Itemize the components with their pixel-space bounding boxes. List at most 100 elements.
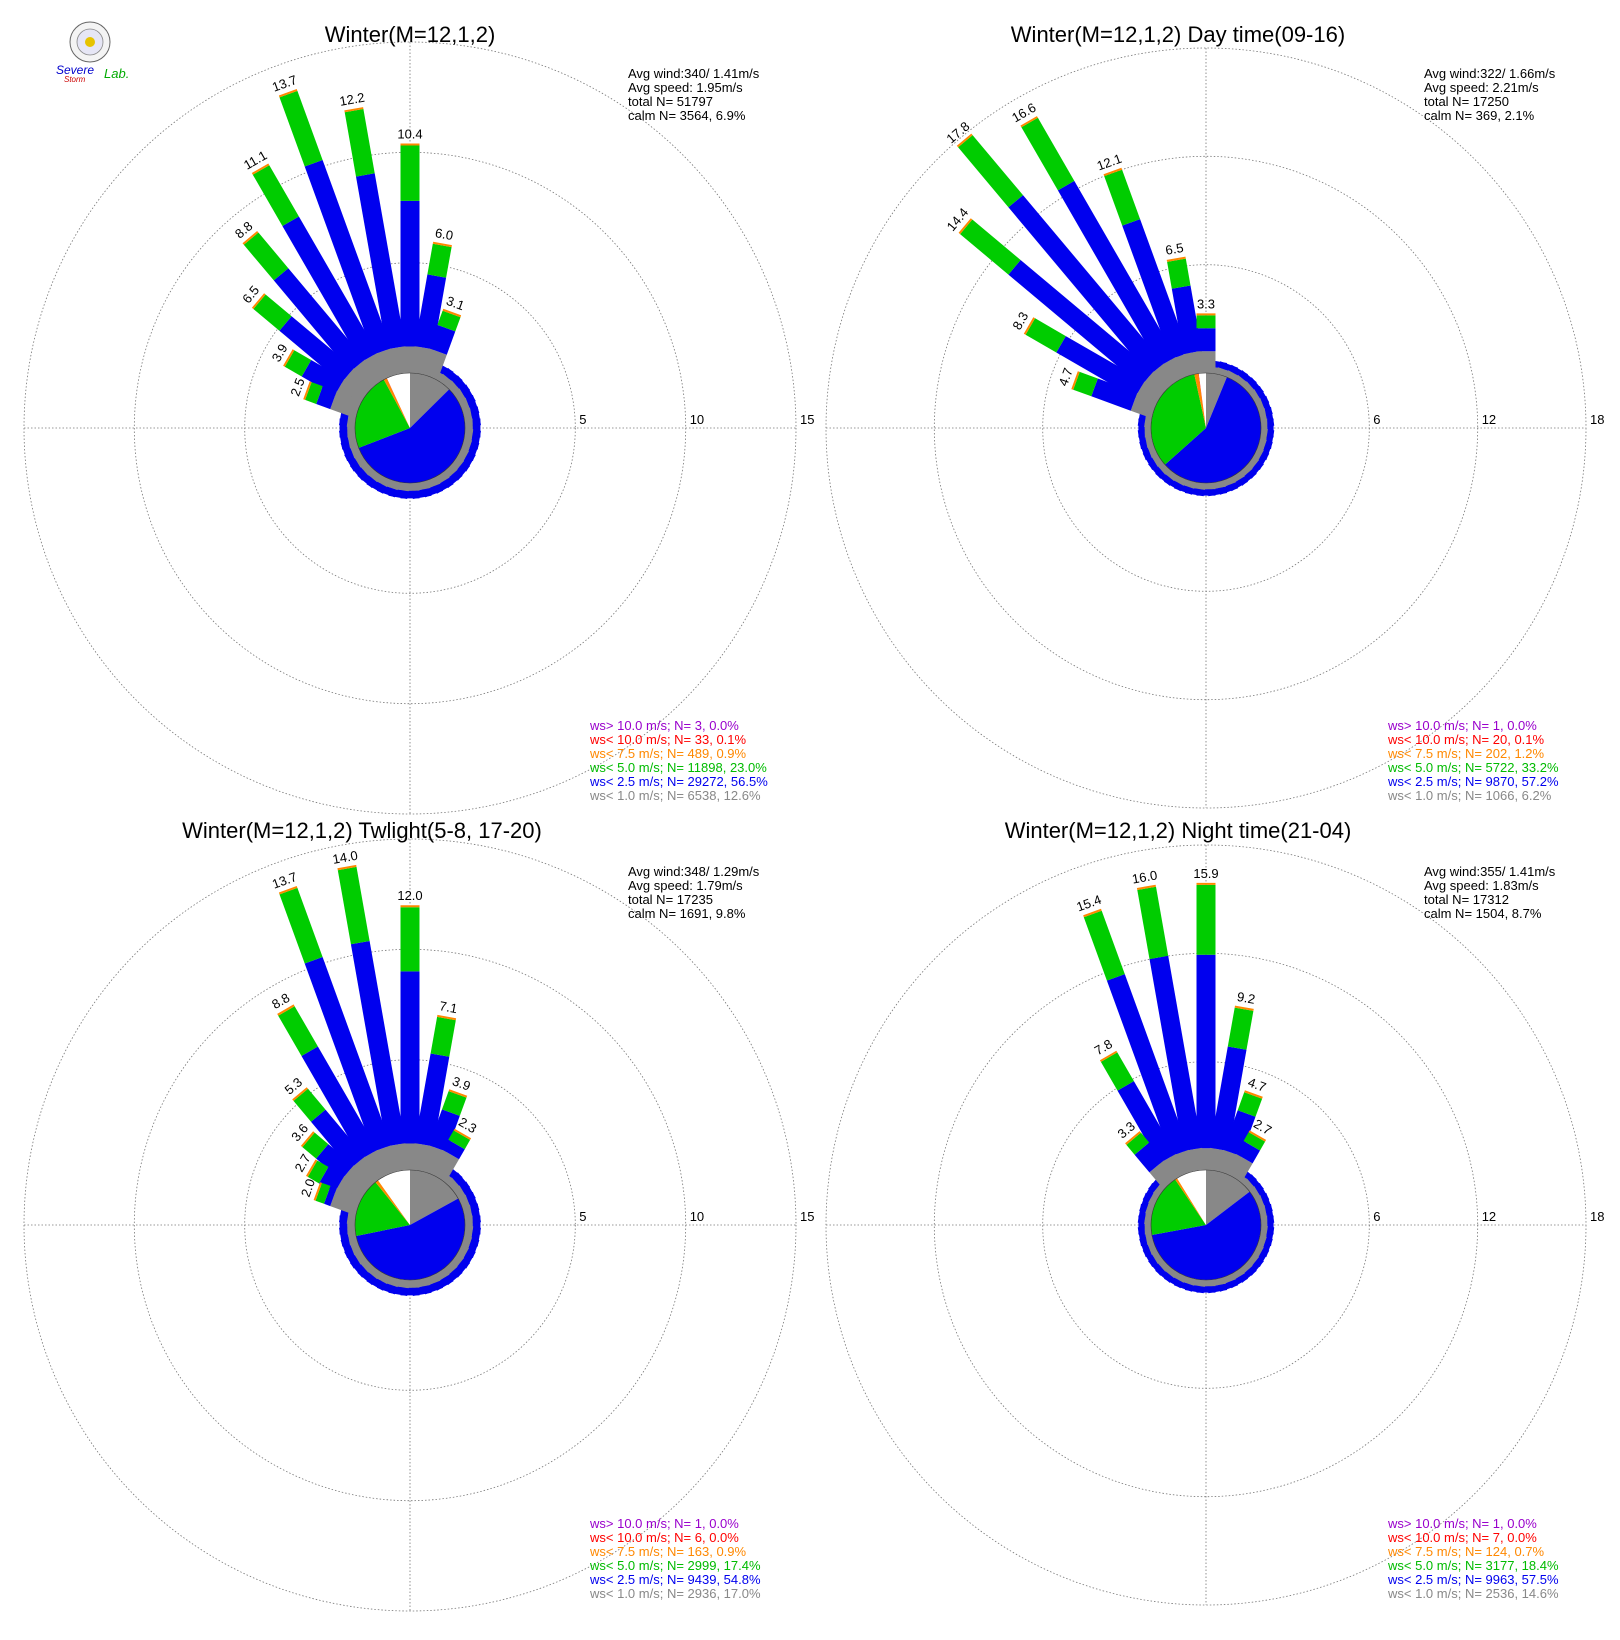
- sector-bar-blue: [400, 971, 420, 1144]
- legend-entry: ws< 1.0 m/s; N= 6538, 12.6%: [589, 788, 761, 803]
- sector-value-label: 12.2: [338, 90, 366, 109]
- sector-bar-orange: [1125, 1131, 1141, 1145]
- panel-stat-line: Avg wind:355/ 1.41m/s: [1424, 864, 1556, 879]
- calm-pie-slice-white: [378, 1170, 410, 1225]
- sector-bar-gray: [361, 1149, 391, 1183]
- legend-entry: ws< 5.0 m/s; N= 11898, 23.0%: [589, 760, 767, 775]
- sector-bar-green: [1126, 1132, 1150, 1155]
- sector-bar-blue: [350, 941, 406, 1147]
- calm-pie-slice-green: [1151, 374, 1206, 465]
- sector-bar-gray: [1225, 1153, 1253, 1183]
- sector-bar-blue: [1056, 336, 1145, 398]
- legend-entry: ws< 10.0 m/s; N= 33, 0.1%: [589, 732, 747, 747]
- ring-tick-label: 10: [690, 1209, 704, 1224]
- ring-tick-label: 6: [1373, 1209, 1380, 1224]
- sector-bar-blue: [273, 268, 365, 372]
- sector-bar-gray: [1149, 363, 1178, 392]
- sector-bar-orange: [1196, 313, 1216, 316]
- sector-bar-blue: [301, 360, 345, 396]
- panel-title: Winter(M=12,1,2) Day time(09-16): [1011, 22, 1345, 47]
- legend-entry: ws< 10.0 m/s; N= 20, 0.1%: [1387, 732, 1545, 747]
- sector-bar-orange: [1244, 1090, 1263, 1099]
- sector-bar-orange: [1071, 371, 1080, 390]
- sector-bar-green: [1167, 258, 1191, 289]
- legend-entry: ws< 2.5 m/s; N= 9963, 57.5%: [1387, 1572, 1559, 1587]
- sector-bar-green: [442, 1091, 467, 1116]
- sector-value-label: 15.9: [1193, 866, 1218, 881]
- panel-stat-line: Avg speed: 1.79m/s: [628, 878, 743, 893]
- panel-stat-line: calm N= 1504, 8.7%: [1424, 906, 1542, 921]
- sector-bar-green: [305, 382, 323, 404]
- sector-value-label: 3.9: [450, 1073, 472, 1093]
- sector-bar-green: [1073, 371, 1098, 397]
- legend-entry: ws< 1.0 m/s; N= 2536, 14.6%: [1387, 1586, 1559, 1601]
- sector-bar-orange: [278, 886, 298, 895]
- ring-tick-label: 5: [579, 412, 586, 427]
- calm-pie-slice-white: [1198, 373, 1206, 428]
- calm-pie-outline: [354, 1169, 466, 1281]
- sector-bar-gray: [330, 391, 362, 419]
- legend-entry: ws< 1.0 m/s; N= 2936, 17.0%: [589, 1586, 761, 1601]
- sector-bar-green: [427, 243, 452, 278]
- ring-tick-label: 5: [579, 1209, 586, 1224]
- legend-entry: ws> 10.0 m/s; N= 1, 0.0%: [1387, 718, 1537, 733]
- calm-pie-slice-orange: [375, 1180, 410, 1225]
- sector-bar-blue: [442, 1139, 465, 1160]
- panel-title: Winter(M=12,1,2): [325, 22, 496, 47]
- sector-bar-green: [960, 219, 1021, 275]
- sector-bar-blue: [1196, 328, 1216, 352]
- panel-title: Winter(M=12,1,2) Night time(21-04): [1005, 818, 1352, 843]
- sector-bar-green: [344, 109, 375, 177]
- panel-title: Winter(M=12,1,2) Twlight(5-8, 17-20): [182, 818, 542, 843]
- calm-pie-slice-gray: [1206, 1170, 1250, 1225]
- calm-pie-outline: [1150, 1169, 1262, 1281]
- panel-stat-line: calm N= 3564, 6.9%: [628, 108, 746, 123]
- sector-value-label: 4.7: [1246, 1074, 1268, 1094]
- panel-stat-line: Avg wind:340/ 1.41m/s: [628, 66, 760, 81]
- sector-bar-orange: [1020, 116, 1038, 128]
- panel-stat-line: Avg speed: 2.21m/s: [1424, 80, 1539, 95]
- sector-value-label: 6.5: [1164, 240, 1184, 258]
- sector-bar-green: [307, 1160, 329, 1184]
- sector-bar-blue: [1106, 974, 1189, 1157]
- panel-stat-line: Avg wind:348/ 1.29m/s: [628, 864, 760, 879]
- sector-bar-orange: [1023, 317, 1036, 335]
- sector-bar-green: [279, 90, 323, 167]
- calm-pie-slice-gray: [410, 373, 450, 428]
- panel-stat-line: calm N= 369, 2.1%: [1424, 108, 1535, 123]
- sector-bar-blue: [428, 324, 456, 355]
- sector-bar-orange: [453, 1128, 472, 1140]
- calm-pie-slice-white: [1177, 1170, 1206, 1225]
- sector-bar-orange: [437, 1014, 457, 1021]
- legend-entry: ws< 7.5 m/s; N= 163, 0.9%: [589, 1544, 747, 1559]
- sector-bar-green: [1196, 315, 1216, 329]
- sector-bar-green: [1243, 1132, 1266, 1151]
- calm-pie-slice-orange: [383, 378, 410, 428]
- calm-pie-outline: [1150, 372, 1262, 484]
- sector-bar-green: [1137, 886, 1169, 960]
- sector-bar-gray: [330, 1188, 362, 1216]
- sector-bar-orange: [300, 1131, 315, 1148]
- sector-bar-green: [253, 294, 292, 331]
- wind-rose-panel-4: 6 12 1815.916.015.47.83.39.24.72.7Winter(M…: [825, 818, 1604, 1606]
- sector-bar-green: [279, 887, 323, 964]
- logo-text-lab: Lab.: [104, 66, 129, 81]
- sector-value-label: 12.0: [397, 888, 422, 903]
- sector-bar-gray: [1196, 351, 1216, 373]
- ring-tick-label: 6: [1373, 412, 1380, 427]
- sector-bar-blue: [1210, 1046, 1247, 1152]
- sector-bar-orange: [448, 1089, 468, 1098]
- sector-bar-blue: [1196, 954, 1216, 1149]
- panel-stat-line: Avg wind:322/ 1.66m/s: [1424, 66, 1556, 81]
- legend-entry: ws> 10.0 m/s; N= 1, 0.0%: [1387, 1516, 1537, 1531]
- sector-bar-orange: [242, 231, 259, 245]
- sector-bar-orange: [1083, 908, 1102, 918]
- sector-bar-orange: [442, 308, 462, 318]
- sector-bar-green: [1237, 1092, 1263, 1117]
- sector-bar-green: [400, 907, 420, 972]
- legend-entry: ws< 5.0 m/s; N= 3177, 18.4%: [1387, 1558, 1559, 1573]
- sector-bar-green: [1227, 1007, 1254, 1050]
- sector-bar-blue: [1149, 955, 1202, 1152]
